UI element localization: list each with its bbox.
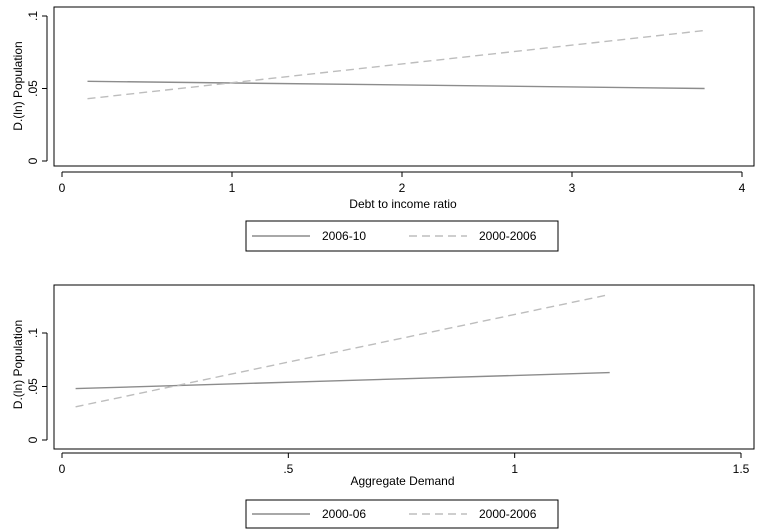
y-tick-label: .05 — [26, 378, 40, 395]
x-tick-label: 1.5 — [733, 462, 750, 476]
legend-label: 2006-10 — [322, 229, 366, 243]
series-line-2000-06 — [75, 371, 610, 390]
x-tick-label: 3 — [569, 181, 576, 195]
plot-frame — [53, 284, 755, 450]
y-tick-label: .1 — [26, 328, 40, 338]
x-tick-label: 0 — [59, 462, 66, 476]
x-tick-label: 1 — [511, 462, 518, 476]
x-axis-label: Debt to income ratio — [349, 197, 457, 211]
y-tick-label: 0 — [26, 436, 40, 443]
x-tick-label: 4 — [739, 181, 746, 195]
plot-frame — [53, 6, 755, 167]
y-tick-label: .05 — [26, 80, 40, 97]
chart-panel-1: 0 1 2 3 4 0 .05 .1 Debt to income ratio D.(ln) Po… — [11, 6, 755, 252]
y-tick-label: 0 — [26, 157, 40, 164]
legend-label: 2000-2006 — [479, 229, 537, 243]
x-tick-label: .5 — [283, 462, 293, 476]
y-axis-label: D.(ln) Population — [11, 320, 25, 409]
x-tick-label: 1 — [229, 181, 236, 195]
legend: 2006-10 2000-2006 — [245, 220, 559, 252]
chart-panel-2: 0 .5 1 1.5 0 .05 .1 Aggregate Demand D.(ln) Popu… — [11, 284, 755, 529]
x-tick-label: 0 — [59, 181, 66, 195]
series-line-2006-10 — [87, 80, 705, 90]
y-axis-label: D.(ln) Population — [11, 41, 25, 130]
x-axis-label: Aggregate Demand — [350, 474, 454, 488]
x-tick-label: 2 — [399, 181, 406, 195]
legend: 2000-06 2000-2006 — [245, 499, 559, 529]
y-tick-label: .1 — [26, 11, 40, 21]
legend-label: 2000-06 — [322, 507, 366, 521]
legend-label: 2000-2006 — [479, 507, 537, 521]
